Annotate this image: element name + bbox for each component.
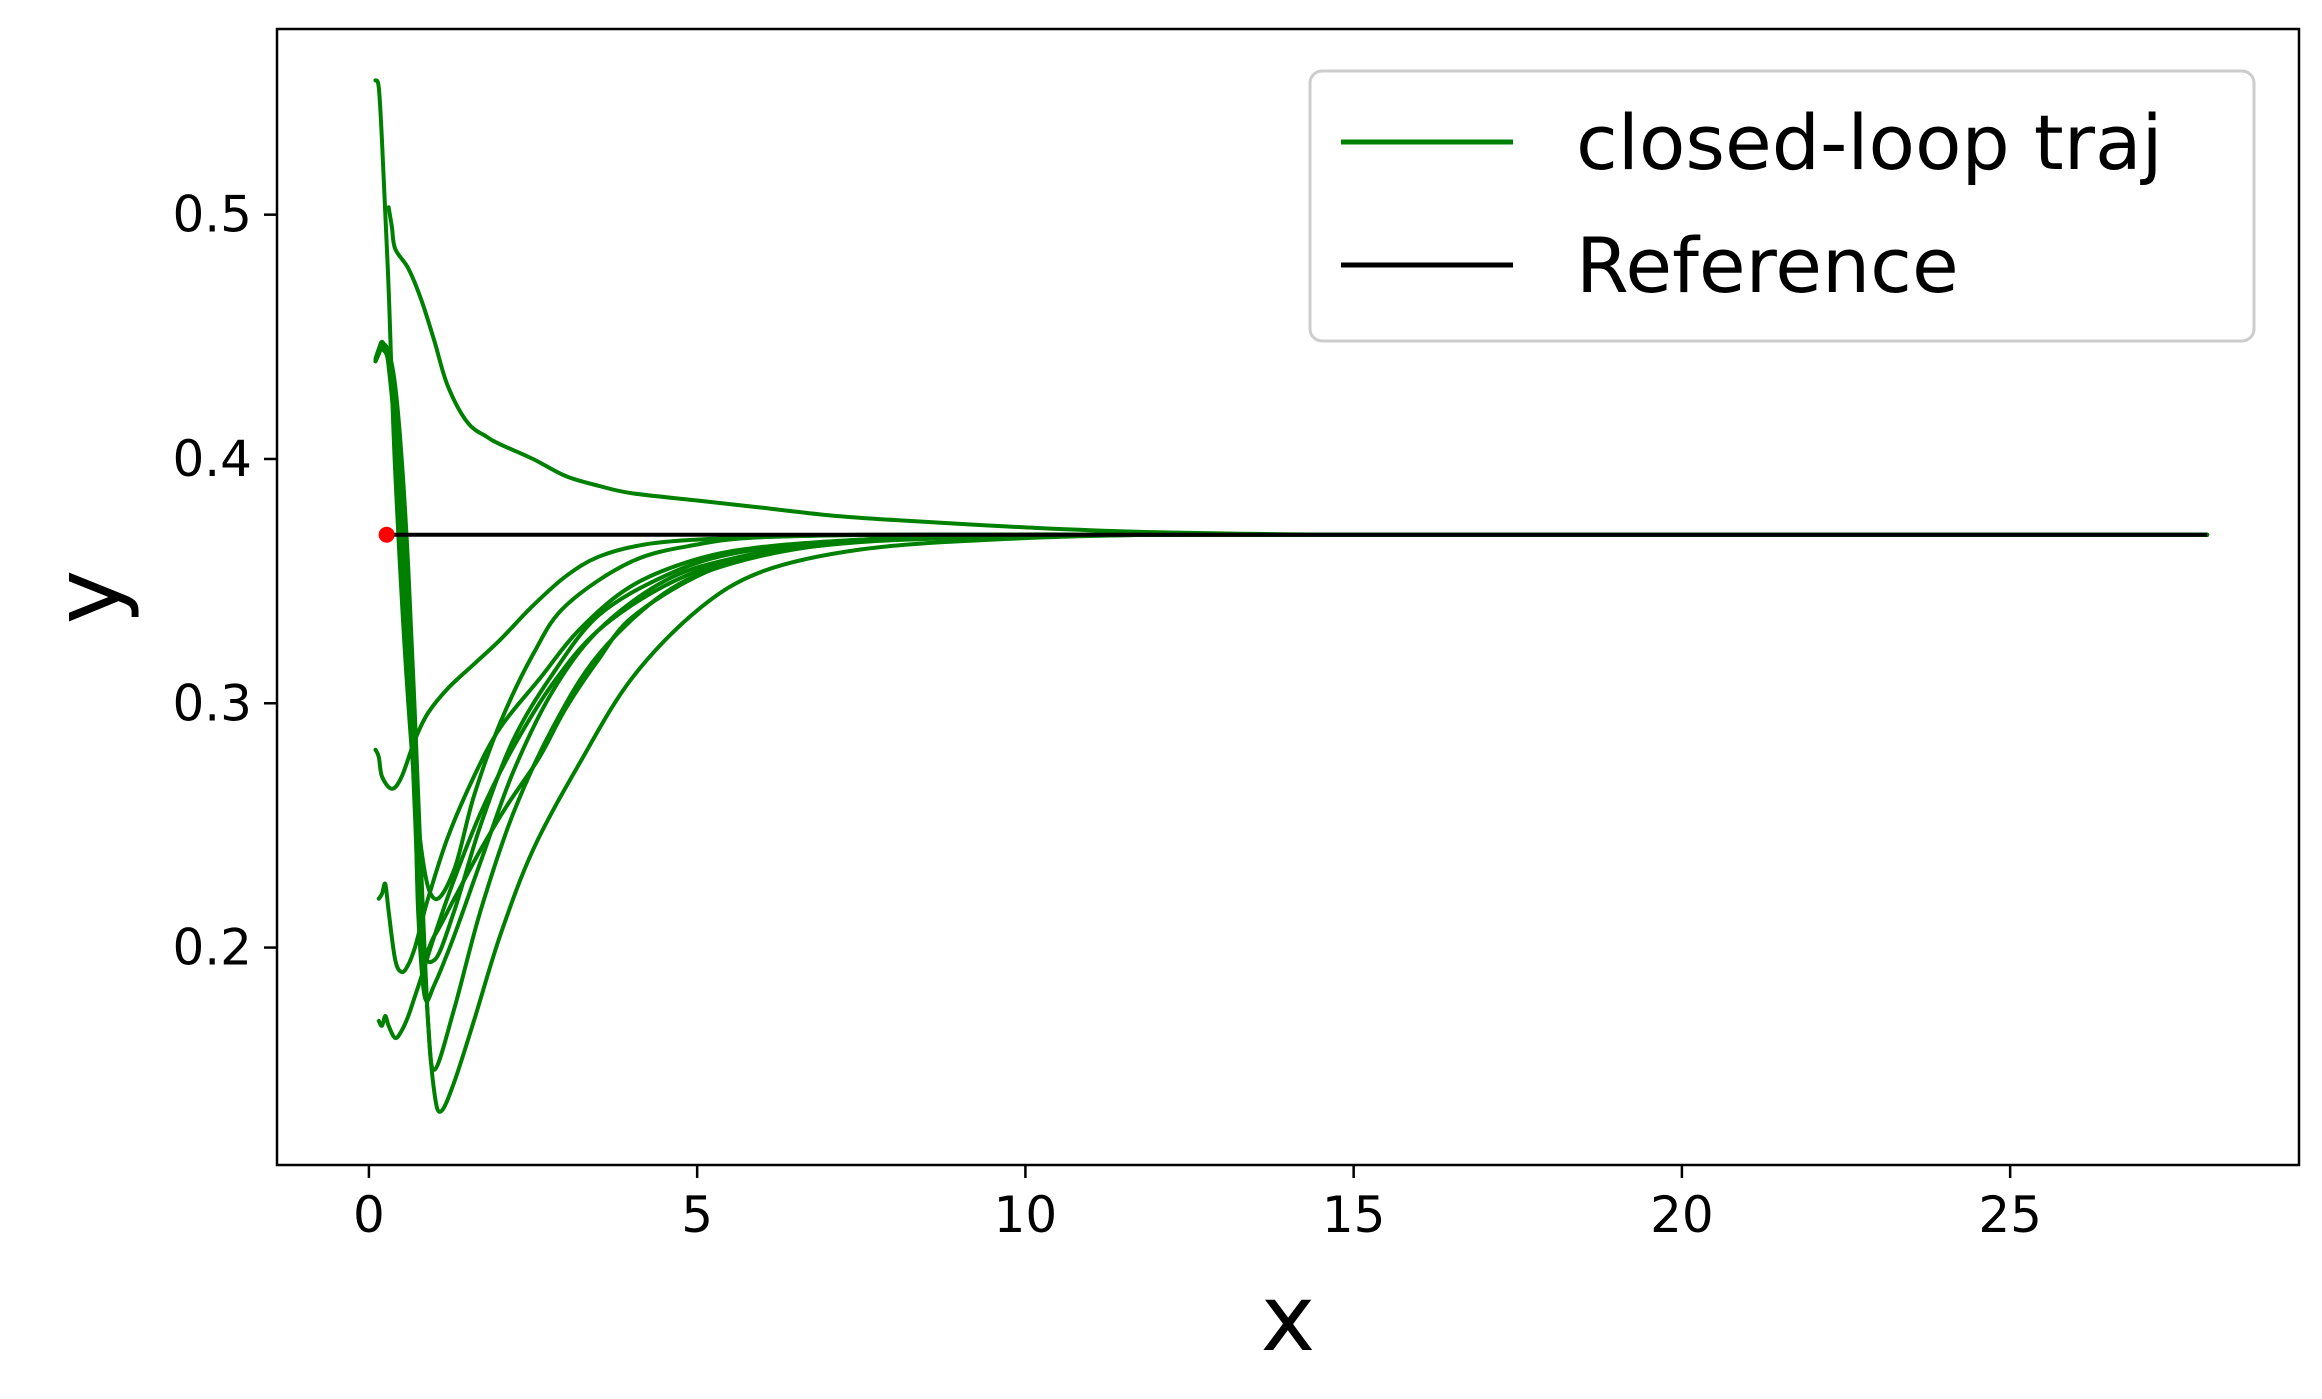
legend: closed-loop traj Reference (1308, 69, 2256, 343)
x-axis: 0 5 10 15 20 25 (353, 1165, 2042, 1244)
legend-label-reference: Reference (1576, 221, 1959, 310)
x-tick-label: 15 (1322, 1186, 1386, 1244)
y-tick-label: 0.2 (172, 919, 252, 977)
y-axis-label: y (35, 570, 142, 624)
x-tick-label: 25 (1978, 1186, 2042, 1244)
x-axis-label: x (1261, 1265, 1315, 1372)
x-tick-label: 20 (1650, 1186, 1714, 1244)
x-tick-label: 0 (353, 1186, 385, 1244)
reference-start-point (378, 526, 395, 543)
y-tick-label: 0.5 (172, 186, 252, 244)
x-tick-label: 10 (994, 1186, 1058, 1244)
legend-box (1308, 69, 2256, 343)
plot-frame (275, 27, 2301, 1167)
y-axis: 0.2 0.3 0.4 0.5 (172, 186, 277, 977)
legend-label-closed-loop-traj: closed-loop traj (1576, 98, 2163, 187)
y-tick-label: 0.3 (172, 674, 252, 732)
reference-layer (378, 526, 2208, 543)
y-tick-label: 0.4 (172, 430, 252, 488)
x-tick-label: 5 (681, 1186, 713, 1244)
